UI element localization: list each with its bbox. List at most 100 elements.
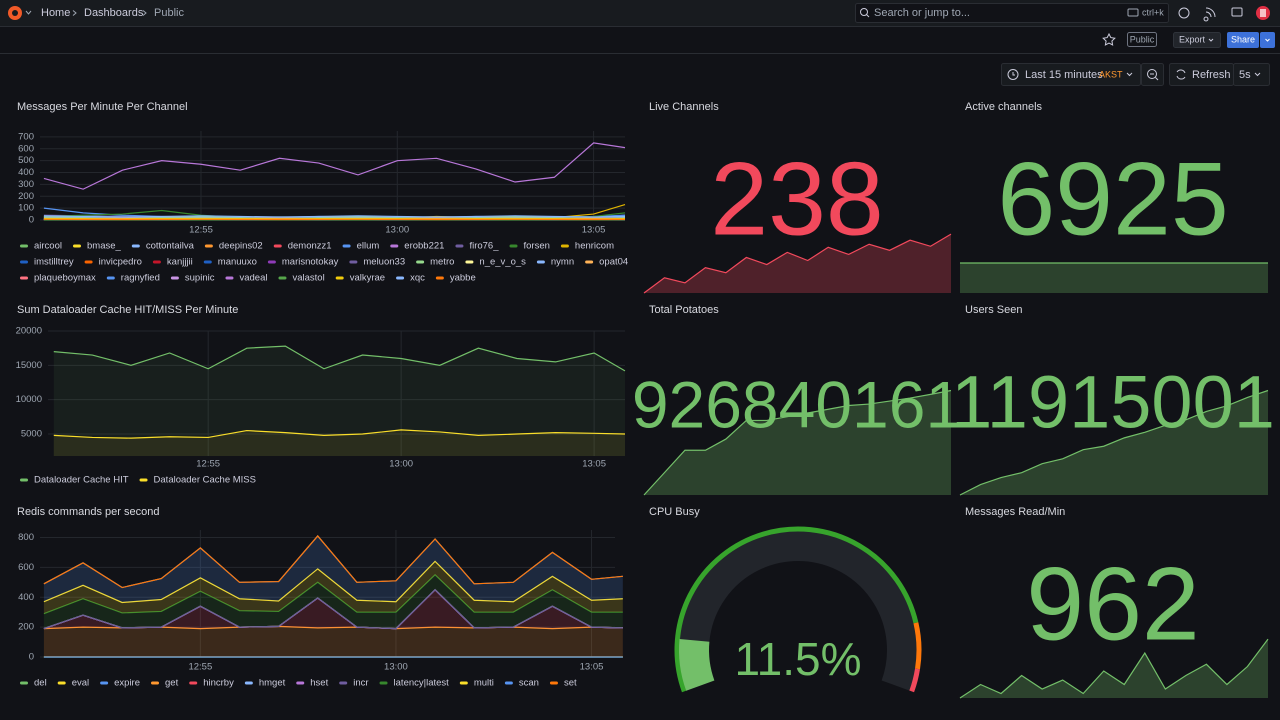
breadcrumb-dashboards[interactable]: Dashboards [84, 7, 144, 19]
stat-value: 11915001 [951, 361, 1275, 444]
series-area-fill [43, 589, 623, 629]
search-icon [860, 8, 868, 16]
x-tick-label: 12:55 [196, 459, 220, 470]
legend-swatch [459, 681, 468, 685]
sparkline-fill [960, 263, 1268, 293]
keyboard-icon [1127, 8, 1139, 17]
legend-swatch [339, 681, 348, 685]
clock-hands [1012, 72, 1015, 76]
sparkline [643, 389, 952, 496]
series-line [53, 345, 626, 372]
search-icon-handle [866, 14, 870, 18]
share-label: Share [1231, 34, 1255, 44]
legend-label: xqc [410, 273, 425, 284]
series-line [43, 588, 623, 630]
legend-label: set [564, 678, 577, 689]
breadcrumb-home[interactable]: Home [41, 7, 70, 19]
interval-picker[interactable] [1233, 63, 1270, 86]
legend-swatch [151, 681, 159, 685]
legend-label: get [165, 678, 179, 689]
grafana-logo-center [12, 10, 18, 16]
series-line [43, 560, 623, 604]
legend-swatch [20, 244, 28, 248]
export-button[interactable] [1173, 32, 1221, 48]
refresh-interval: 5s [1239, 69, 1251, 81]
series-area-fill [53, 429, 625, 456]
news-icon[interactable] [1203, 7, 1216, 22]
legend-swatch [267, 260, 276, 264]
legend-swatch [549, 681, 558, 685]
stat-value: 238 [710, 141, 884, 257]
y-tick-label: 400 [18, 167, 34, 178]
y-tick-label: 0 [29, 652, 34, 663]
series-area-fill [43, 574, 623, 629]
sparkline-fill [644, 390, 951, 495]
legend-label: multi [474, 678, 494, 689]
y-tick-label: 20000 [16, 326, 42, 337]
x-tick-label: 13:05 [582, 225, 606, 236]
legend-label: opat04 [599, 257, 628, 268]
legend-label: supinic [185, 273, 215, 284]
panel-title: CPU Busy [649, 506, 700, 518]
legend-swatch [57, 681, 66, 685]
y-tick-label: 200 [18, 622, 34, 633]
share-button[interactable] [1227, 32, 1259, 48]
y-tick-label: 15000 [16, 360, 42, 371]
breadcrumb-current: Public [154, 7, 184, 19]
legend-label: manuuxo [218, 257, 257, 268]
panel-title: Messages Read/Min [965, 506, 1065, 518]
legend-label: hincrby [203, 678, 234, 689]
sparkline-fill [960, 639, 1268, 698]
legend-swatch [396, 276, 405, 280]
legend-label: invicpedro [99, 257, 142, 268]
series-area-fill [43, 626, 623, 657]
y-tick-label: 600 [18, 562, 34, 573]
legend-label: bmase_ [87, 241, 122, 252]
x-tick-label: 13:00 [384, 662, 408, 673]
help-icon[interactable] [1178, 7, 1190, 19]
export-label: Export [1179, 34, 1206, 44]
x-tick-label: 13:00 [389, 459, 413, 470]
legend-label: cottontailva [146, 241, 195, 252]
legend-swatch [139, 478, 148, 482]
legend-swatch [296, 681, 305, 685]
kiosk-icon[interactable] [1231, 7, 1243, 17]
export-chevron [1208, 38, 1214, 42]
clock-icon [1007, 69, 1019, 80]
y-tick-label: 600 [18, 143, 34, 154]
legend-swatch [416, 260, 425, 264]
legend-swatch [170, 276, 179, 280]
y-tick-label: 800 [18, 532, 34, 543]
timezone: AKST [1099, 69, 1123, 79]
y-tick-label: 300 [18, 179, 34, 190]
gauge-threshold [909, 668, 920, 693]
search-box[interactable] [855, 3, 1169, 23]
legend-swatch [435, 276, 444, 280]
legend-swatch [335, 276, 344, 280]
share-menu-button[interactable] [1260, 32, 1275, 48]
legend-swatch [20, 681, 28, 685]
legend-label: Dataloader Cache MISS [154, 475, 256, 486]
panel-title: Active channels [965, 101, 1043, 113]
panel-title: Redis commands per second [17, 506, 159, 518]
gauge-track [679, 531, 917, 691]
y-tick-label: 700 [18, 131, 34, 142]
legend-swatch [73, 244, 81, 248]
series-line [43, 573, 623, 615]
time-chevron [1126, 72, 1133, 77]
legend-label: valastol [292, 273, 324, 284]
series-line [43, 535, 623, 589]
legend-label: vadeal [239, 273, 267, 284]
legend-label: ellum [357, 241, 380, 252]
star-icon[interactable] [1102, 32, 1116, 46]
legend-swatch [203, 260, 212, 264]
legend-swatch [273, 244, 282, 248]
legend-swatch [455, 244, 464, 248]
legend-label: hset [310, 678, 328, 689]
time-picker[interactable] [1001, 63, 1141, 86]
legend-label: kanjjjii [167, 257, 193, 268]
legend-label: n_e_v_o_s [479, 257, 526, 268]
